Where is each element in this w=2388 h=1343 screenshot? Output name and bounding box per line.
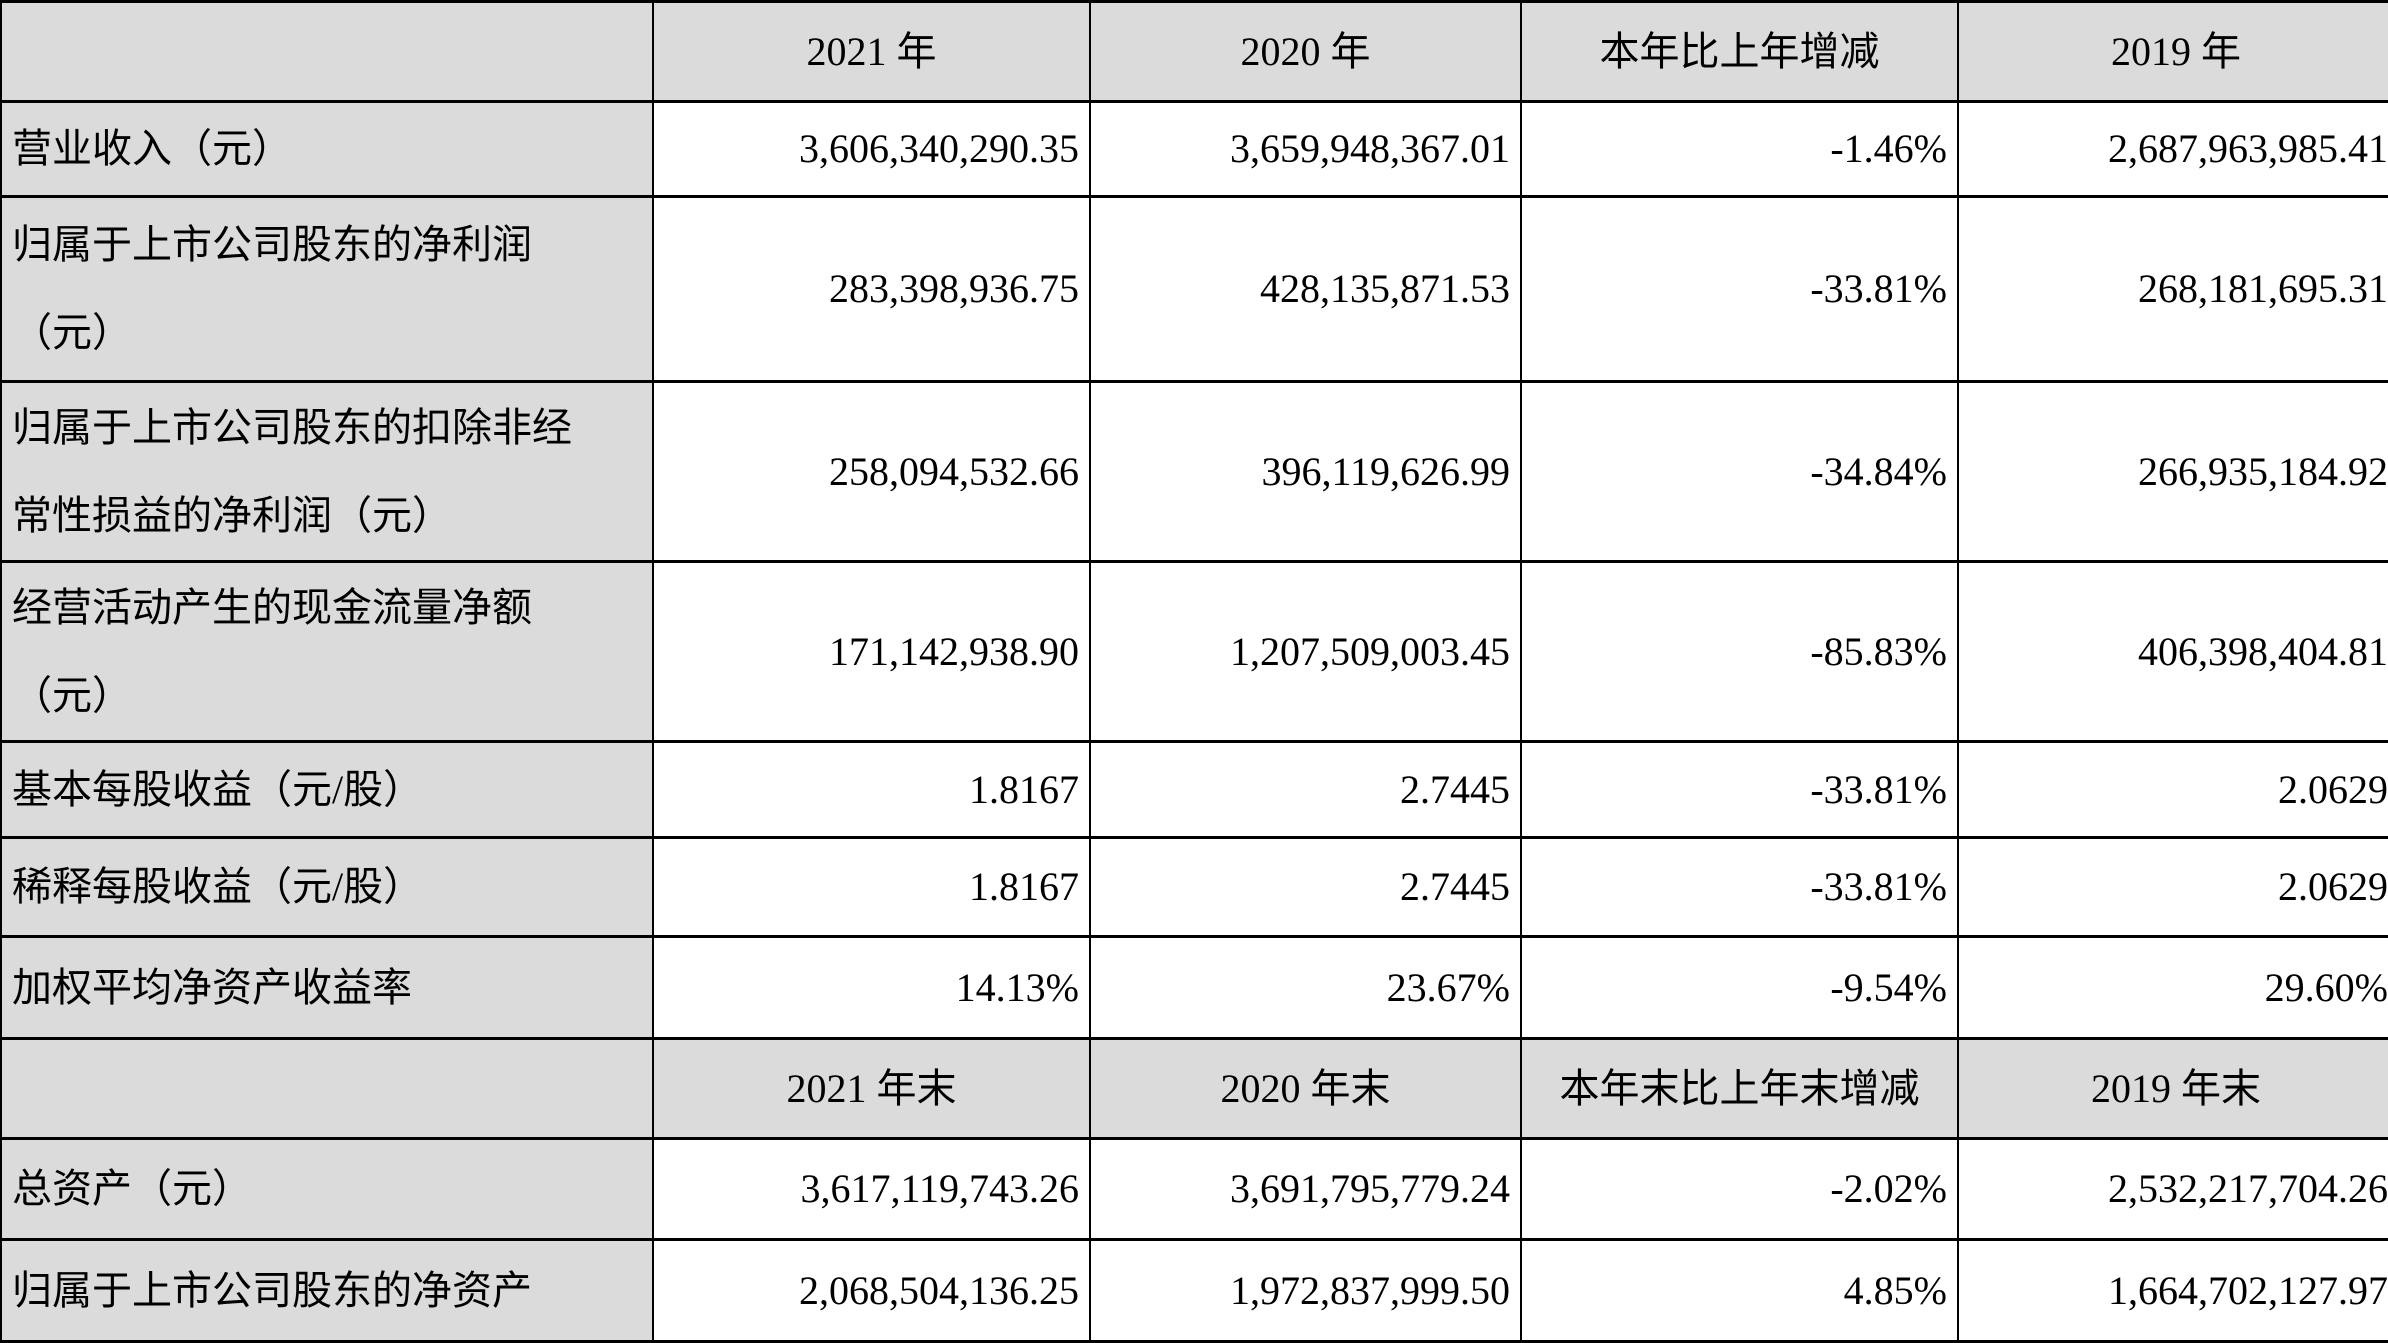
value-2020: 1,207,509,003.45 (1089, 560, 1522, 743)
value-2020: 396,119,626.99 (1089, 380, 1522, 563)
value-change: -85.83% (1520, 560, 1959, 743)
value-2019: 2.0629 (1957, 836, 2388, 938)
row-label: 加权平均净资产收益率 (0, 935, 654, 1040)
value-2019: 406,398,404.81 (1957, 560, 2388, 743)
value-2020: 428,135,871.53 (1089, 195, 1522, 383)
value-2021: 258,094,532.66 (652, 380, 1091, 563)
row-label: 归属于上市公司股东的扣除非经 常性损益的净利润（元） (0, 380, 654, 563)
value-2020: 3,659,948,367.01 (1089, 100, 1522, 198)
value-2021: 1.8167 (652, 836, 1091, 938)
header-year-end-change: 本年末比上年末增减 (1520, 1037, 1959, 1140)
value-2019: 1,664,702,127.97 (1957, 1238, 2388, 1343)
header-year-end-2021: 2021 年末 (652, 1037, 1091, 1140)
header-year-2021: 2021 年 (652, 0, 1091, 103)
value-2019: 29.60% (1957, 935, 2388, 1040)
header-year-end-2019: 2019 年末 (1957, 1037, 2388, 1140)
row-label: 营业收入（元） (0, 100, 654, 198)
value-2021: 3,606,340,290.35 (652, 100, 1091, 198)
header-yoy-change: 本年比上年增减 (1520, 0, 1959, 103)
value-2020: 2.7445 (1089, 740, 1522, 839)
row-label: 归属于上市公司股东的净资产 (0, 1238, 654, 1343)
table-row-deducted-net-profit: 归属于上市公司股东的扣除非经 常性损益的净利润（元） 258,094,532.6… (0, 380, 2388, 563)
row-label: 归属于上市公司股东的净利润 （元） (0, 195, 654, 383)
table-row-total-assets: 总资产（元） 3,617,119,743.26 3,691,795,779.24… (0, 1137, 2388, 1241)
header-year-2020: 2020 年 (1089, 0, 1522, 103)
value-change: -34.84% (1520, 380, 1959, 563)
value-2019: 266,935,184.92 (1957, 380, 2388, 563)
value-2021: 14.13% (652, 935, 1091, 1040)
value-2021: 283,398,936.75 (652, 195, 1091, 383)
value-2019: 2,687,963,985.41 (1957, 100, 2388, 198)
value-2020: 1,972,837,999.50 (1089, 1238, 1522, 1343)
row-label: 总资产（元） (0, 1137, 654, 1241)
header-blank-cell (0, 0, 654, 103)
value-2020: 3,691,795,779.24 (1089, 1137, 1522, 1241)
table-row-revenue: 营业收入（元） 3,606,340,290.35 3,659,948,367.0… (0, 100, 2388, 198)
value-change: -1.46% (1520, 100, 1959, 198)
value-2020: 23.67% (1089, 935, 1522, 1040)
value-2020: 2.7445 (1089, 836, 1522, 938)
value-2019: 2,532,217,704.26 (1957, 1137, 2388, 1241)
value-2021: 1.8167 (652, 740, 1091, 839)
value-2019: 268,181,695.31 (1957, 195, 2388, 383)
table-row-diluted-eps: 稀释每股收益（元/股） 1.8167 2.7445 -33.81% 2.0629 (0, 836, 2388, 938)
annual-header-row: 2021 年 2020 年 本年比上年增减 2019 年 (0, 0, 2388, 103)
table-row-net-assets: 归属于上市公司股东的净资产 2,068,504,136.25 1,972,837… (0, 1238, 2388, 1343)
table-row-net-profit: 归属于上市公司股东的净利润 （元） 283,398,936.75 428,135… (0, 195, 2388, 383)
value-2021: 171,142,938.90 (652, 560, 1091, 743)
value-2019: 2.0629 (1957, 740, 2388, 839)
header-year-end-2020: 2020 年末 (1089, 1037, 1522, 1140)
header-year-2019: 2019 年 (1957, 0, 2388, 103)
value-change: -9.54% (1520, 935, 1959, 1040)
value-change: -2.02% (1520, 1137, 1959, 1241)
row-label: 稀释每股收益（元/股） (0, 836, 654, 938)
header-blank-cell (0, 1037, 654, 1140)
value-change: -33.81% (1520, 195, 1959, 383)
year-end-header-row: 2021 年末 2020 年末 本年末比上年末增减 2019 年末 (0, 1037, 2388, 1140)
value-change: -33.81% (1520, 740, 1959, 839)
row-label: 基本每股收益（元/股） (0, 740, 654, 839)
value-change: 4.85% (1520, 1238, 1959, 1343)
table-row-weighted-avg-roe: 加权平均净资产收益率 14.13% 23.67% -9.54% 29.60% (0, 935, 2388, 1040)
row-label: 经营活动产生的现金流量净额 （元） (0, 560, 654, 743)
value-change: -33.81% (1520, 836, 1959, 938)
value-2021: 3,617,119,743.26 (652, 1137, 1091, 1241)
table-row-basic-eps: 基本每股收益（元/股） 1.8167 2.7445 -33.81% 2.0629 (0, 740, 2388, 839)
table-row-operating-cash-flow: 经营活动产生的现金流量净额 （元） 171,142,938.90 1,207,5… (0, 560, 2388, 743)
value-2021: 2,068,504,136.25 (652, 1238, 1091, 1343)
